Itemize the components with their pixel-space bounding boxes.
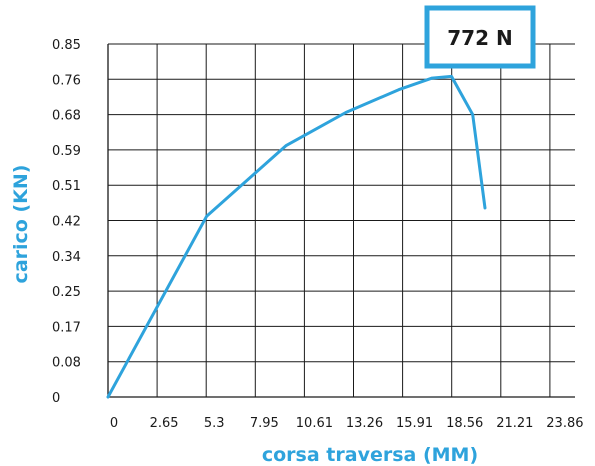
data-series [106,74,487,399]
y-tick-label: 0.42 [52,215,81,230]
x-tick-label: 10.61 [296,416,333,431]
y-tick-label: 0.76 [52,73,81,88]
y-tick-label: 0.51 [52,179,81,194]
chart-grid [108,43,575,397]
peak-callout-box [424,5,536,69]
x-tick-label: 0 [110,416,118,431]
series-line [106,74,487,399]
y-tick-label: 0.85 [52,38,81,53]
y-tick-label: 0.59 [52,144,81,159]
y-axis-title: carico (KN) [10,165,32,284]
x-tick-label: 21.21 [496,416,533,431]
x-tick-label: 15.91 [396,416,433,431]
x-tick-label: 18.56 [446,416,483,431]
y-tick-label: 0.34 [52,250,81,265]
y-tick-label: 0.68 [52,109,81,124]
y-tick-label: 0 [52,391,60,406]
x-tick-label: 5.3 [204,416,225,431]
x-tick-labels: 0 2.65 5.3 7.95 10.61 13.26 15.91 18.56 21.21 23.… [110,416,584,431]
chart-axes [107,44,575,398]
x-tick-label: 7.95 [250,416,279,431]
x-tick-label: 2.65 [150,416,179,431]
peak-callout-text: 772 N [447,26,512,50]
y-tick-label: 0.25 [52,285,81,300]
y-tick-labels: 0 0.08 0.17 0.25 0.34 0.42 0.51 0.59 0.68 0.76 0.8… [52,38,81,406]
x-axis-title: corsa traversa (MM) [262,444,478,466]
x-tick-label: 23.86 [546,416,583,431]
y-tick-label: 0.08 [52,356,81,371]
peak-callout: 772 N [424,5,536,69]
x-tick-label: 13.26 [346,416,383,431]
y-tick-label: 0.17 [52,320,81,335]
